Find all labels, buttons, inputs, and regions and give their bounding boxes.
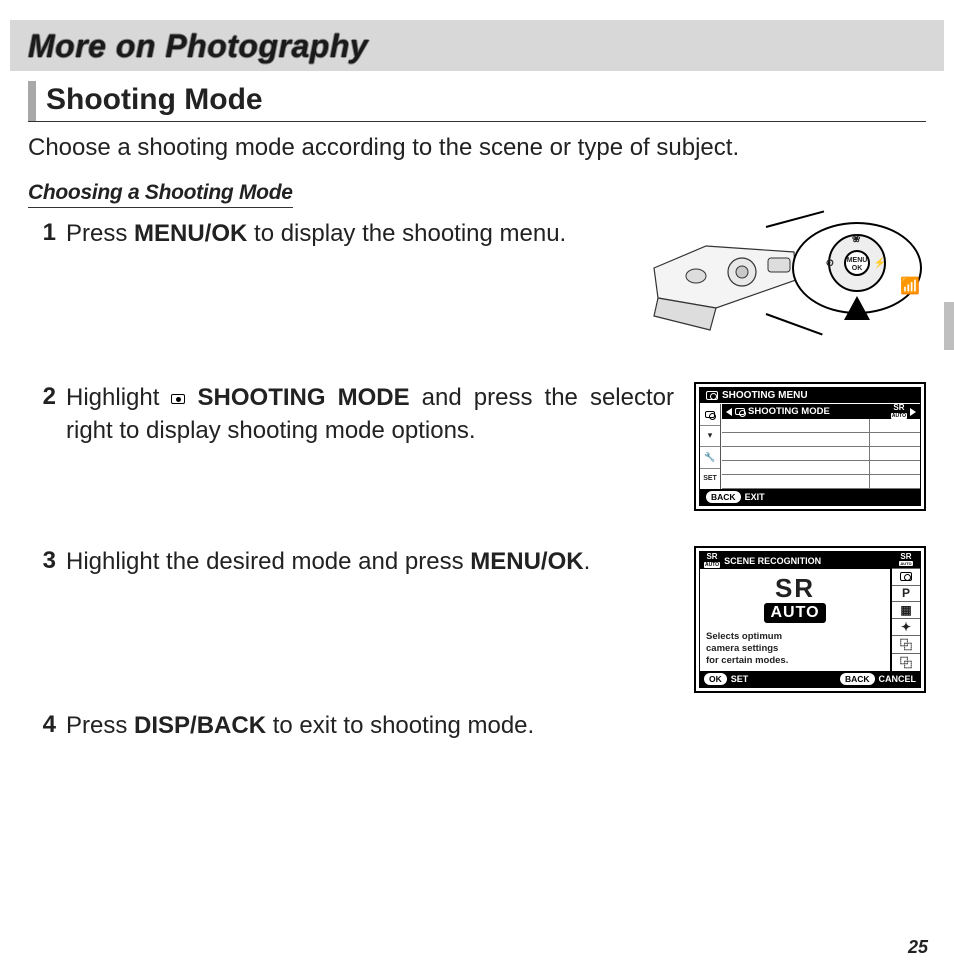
mode-option-adv: ✦ <box>892 619 920 636</box>
auto-label: AUTO <box>764 603 825 623</box>
t: Highlight <box>66 384 171 411</box>
step-number: 3 <box>28 546 56 576</box>
step-figure: ❀ ⚡ ⏲ MENU OK 📶 <box>646 218 926 358</box>
menu-ok-button: MENU OK <box>844 250 870 276</box>
t: to exit to shooting mode. <box>266 712 534 739</box>
lcd-title-bar: SHOOTING MENU <box>700 388 920 403</box>
t-bold: MENU/OK <box>134 220 247 247</box>
step-figure: SHOOTING MENU ▾ 🔧 SET SHOOTING MODE <box>694 382 926 511</box>
tab-arrow: ▾ <box>700 426 720 448</box>
lcd-shooting-menu: SHOOTING MENU ▾ 🔧 SET SHOOTING MODE <box>694 382 926 511</box>
lcd-title-text: SHOOTING MENU <box>722 390 808 401</box>
left-arrow-icon <box>726 408 732 416</box>
lcd2-left-pane: SRAUTO SCENE RECOGNITION SR AUTO Selects… <box>700 552 890 670</box>
tab-setup: 🔧 <box>700 447 720 469</box>
lcd-sidebar: ▾ 🔧 SET <box>700 404 721 489</box>
mode-option-pano: ⿻ <box>892 636 920 654</box>
desc-line: Selects optimum <box>706 631 884 643</box>
back-pill: BACK <box>706 491 741 503</box>
lcd2-footer: OK SET BACK CANCEL <box>700 671 920 687</box>
step-number: 2 <box>28 382 56 412</box>
cancel-label: CANCEL <box>879 674 917 684</box>
camera-icon <box>900 572 912 581</box>
macro-icon: ❀ <box>852 234 860 245</box>
section: Shooting Mode Choose a shooting mode acc… <box>28 81 926 750</box>
desc-line: for certain modes. <box>706 655 884 667</box>
step-2: 2 Highlight SHOOTING MODE and press the … <box>28 382 926 532</box>
lcd-selected-row: SHOOTING MODE SRAUTO <box>722 404 920 419</box>
step-text: Press DISP/BACK to exit to shooting mode… <box>66 710 926 742</box>
camera-body-svg <box>646 238 806 338</box>
selector-dial: ❀ ⚡ ⏲ MENU OK <box>828 234 886 292</box>
step-1: 1 Press MENU/OK to display the shooting … <box>28 218 926 368</box>
right-arrow-icon <box>910 408 916 416</box>
t: to display the shooting menu. <box>247 220 566 247</box>
lcd2-description: Selects optimum camera settings for cert… <box>706 631 884 667</box>
lcd-footer: BACK EXIT <box>700 489 920 505</box>
lcd-row <box>722 433 920 447</box>
t-bold: SHOOTING MODE <box>198 384 410 411</box>
tab-set: SET <box>700 469 720 490</box>
mode-option-scene: ▦ <box>892 602 920 619</box>
t: Press <box>66 220 134 247</box>
chapter-header: More on Photography <box>10 20 944 71</box>
camera-icon <box>706 391 718 400</box>
up-arrow-icon <box>844 296 870 320</box>
lcd-rows <box>722 419 920 489</box>
mode-option-p: P <box>892 586 920 603</box>
footer-exit: EXIT <box>745 492 765 502</box>
lcd2-header: SRAUTO SCENE RECOGNITION <box>700 552 890 569</box>
back-pill: BACK <box>840 673 875 685</box>
set-label: SET <box>731 674 749 684</box>
step-number: 1 <box>28 218 56 248</box>
t-bold: DISP/BACK <box>134 712 266 739</box>
ok-pill: OK <box>704 673 727 685</box>
subsection-title: Choosing a Shooting Mode <box>28 181 293 208</box>
step-text: Press MENU/OK to display the shooting me… <box>66 218 626 250</box>
sr-auto-tiny: SRAUTO <box>704 554 720 567</box>
section-title-bar <box>28 81 36 121</box>
mode-option-last: ⿻ <box>892 654 920 671</box>
selrow-label: SHOOTING MODE <box>748 406 830 417</box>
wifi-icon: 📶 <box>900 276 920 296</box>
mode-option-camera <box>892 569 920 586</box>
t-bold: MENU/OK <box>470 548 583 575</box>
desc-line: camera settings <box>706 643 884 655</box>
step-figure: SRAUTO SCENE RECOGNITION SR AUTO Selects… <box>694 546 926 692</box>
t: Press <box>66 712 134 739</box>
step-text: Highlight SHOOTING MODE and press the se… <box>66 382 674 447</box>
leader-line <box>766 211 824 228</box>
page-number: 25 <box>908 937 928 958</box>
step-3: 3 Highlight the desired mode and press M… <box>28 546 926 696</box>
camera-icon <box>735 408 745 415</box>
t: Highlight the desired mode and press <box>66 548 470 575</box>
lcd-row <box>722 461 920 475</box>
lcd2-header-text: SCENE RECOGNITION <box>724 556 821 566</box>
section-title-row: Shooting Mode <box>28 81 926 122</box>
lcd2-mode-list: SRAUTO P ▦ ✦ ⿻ ⿻ <box>890 552 920 670</box>
mode-option-sr-auto: SRAUTO <box>892 552 920 569</box>
camera-illustration: ❀ ⚡ ⏲ MENU OK 📶 <box>646 218 926 358</box>
section-title: Shooting Mode <box>46 81 263 121</box>
side-thumb-tab <box>944 302 954 350</box>
flash-icon: ⚡ <box>874 258 886 269</box>
t: . <box>584 548 591 575</box>
lcd-row <box>722 447 920 461</box>
step-4: 4 Press DISP/BACK to exit to shooting mo… <box>28 710 926 750</box>
step-number: 4 <box>28 710 56 740</box>
lcd-scene-recognition: SRAUTO SCENE RECOGNITION SR AUTO Selects… <box>694 546 926 692</box>
camera-icon <box>705 411 715 418</box>
sr-large-label: SR <box>706 575 884 601</box>
timer-icon: ⏲ <box>826 258 834 269</box>
step-text: Highlight the desired mode and press MEN… <box>66 546 674 578</box>
lcd-row <box>722 419 920 433</box>
camera-mode-icon <box>171 394 185 404</box>
sr-auto-tiny: SRAUTO <box>891 405 907 418</box>
intro-text: Choose a shooting mode according to the … <box>28 132 926 163</box>
tab-camera <box>700 404 720 426</box>
chapter-title: More on Photography <box>28 28 926 65</box>
lcd-row <box>722 475 920 489</box>
